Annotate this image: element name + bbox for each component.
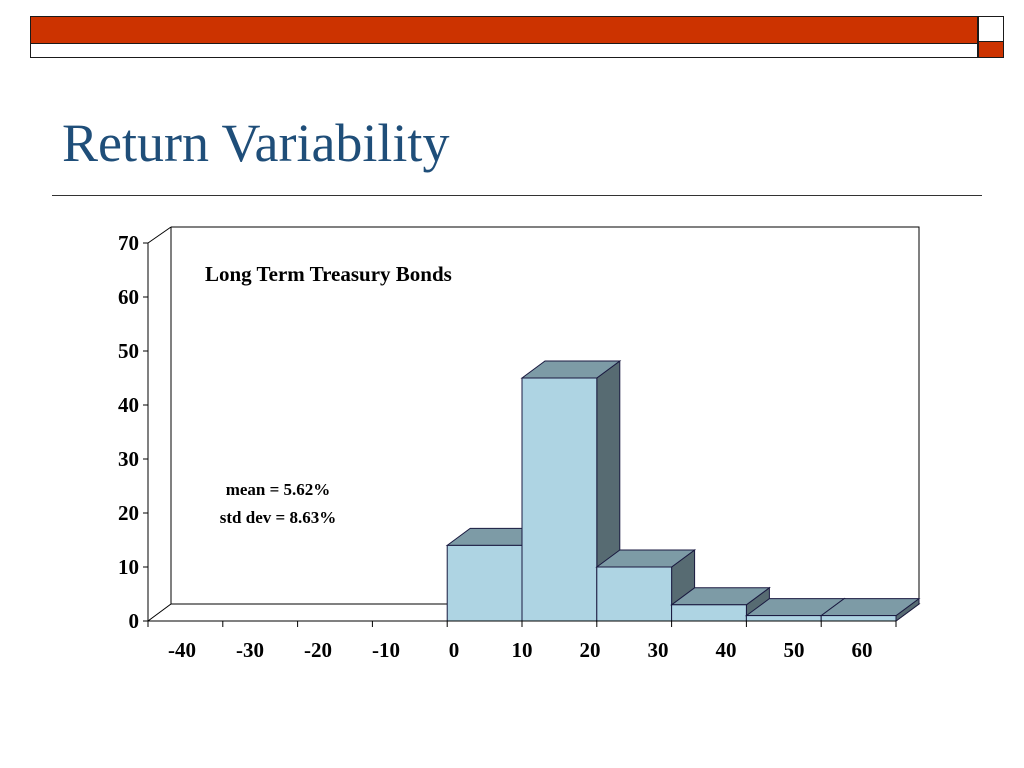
x-tick-label: -40 [168,638,196,662]
histogram-bar [820,615,897,622]
chart-back-edge-top-left [147,226,172,244]
histogram-bar [446,544,523,622]
x-tick-label: 40 [716,638,737,662]
histogram-bar [521,377,598,622]
x-tick-label: 0 [449,638,460,662]
x-tick-label: 50 [784,638,805,662]
header-band [30,16,978,58]
y-tick-label: 20 [118,501,139,525]
x-tick-label: 10 [512,638,533,662]
chart-annotation-std-dev: std dev = 8.63% [220,508,336,527]
y-tick-label: 30 [118,447,139,471]
header-corner-red [979,41,1003,57]
x-tick-label: 60 [852,638,873,662]
slide-title: Return Variability [62,113,450,173]
y-tick-label: 40 [118,393,139,417]
x-tick-label: 30 [648,638,669,662]
histogram-bar [671,604,747,622]
y-tick-label: 0 [129,609,140,633]
y-tick-label: 10 [118,555,139,579]
x-tick-label: 20 [580,638,601,662]
histogram-bar [596,566,673,622]
chart-title: Long Term Treasury Bonds [205,262,452,286]
x-tick-label: -30 [236,638,264,662]
chart-back-wall [171,226,920,604]
chart-axes: 0 10 20 30 40 50 60 70 -40 -30 -20 -10 0 10 20 30 40 50 60 [118,231,897,662]
header-band-red [31,17,977,44]
x-tick-label: -20 [304,638,332,662]
y-tick-label: 70 [118,231,139,255]
x-tick-label: -10 [372,638,400,662]
chart-bars [445,360,921,622]
title-divider [52,195,982,196]
chart-annotation-mean: mean = 5.62% [226,480,331,499]
histogram-bar [745,615,822,622]
y-tick-label: 50 [118,339,139,363]
header-corner-box [978,16,1004,58]
y-tick-label: 60 [118,285,139,309]
